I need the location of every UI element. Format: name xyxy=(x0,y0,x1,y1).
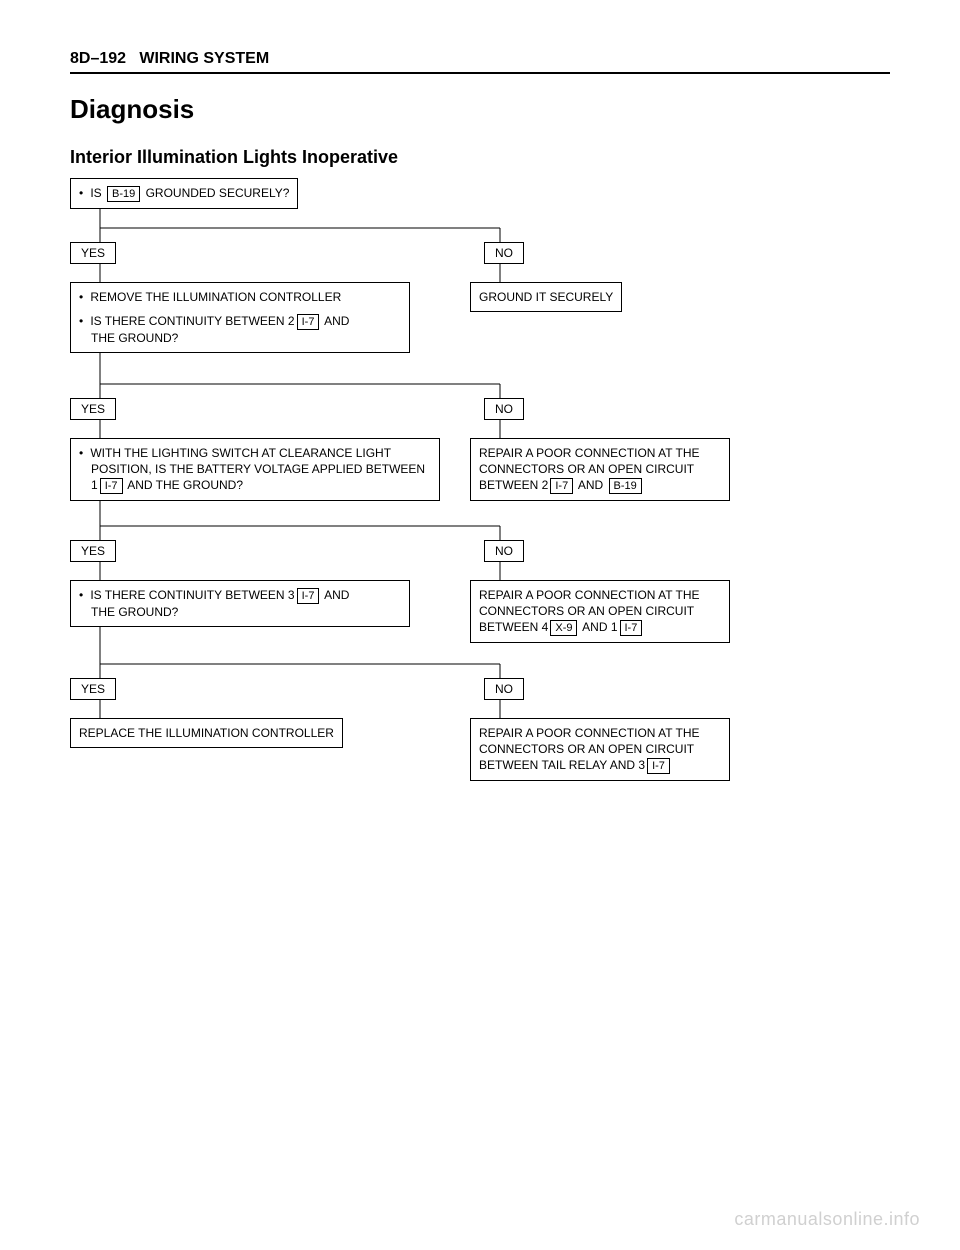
question-1: • IS B-19 GROUNDED SECURELY? xyxy=(70,178,298,209)
ref-b19: B-19 xyxy=(107,186,140,202)
q3-l3-pre: 1 xyxy=(91,478,98,492)
watermark: carmanualsonline.info xyxy=(734,1209,920,1230)
q4-pre: IS THERE CONTINUITY BETWEEN 3 xyxy=(90,588,294,602)
answer-3-no: REPAIR A POOR CONNECTION AT THE CONNECTO… xyxy=(470,580,730,643)
yes-3: YES xyxy=(70,540,116,562)
answer-4-no: REPAIR A POOR CONNECTION AT THE CONNECTO… xyxy=(470,718,730,781)
q2-l3: THE GROUND? xyxy=(79,330,401,346)
q2-l1: REMOVE THE ILLUMINATION CONTROLLER xyxy=(90,290,341,304)
q3-l1: WITH THE LIGHTING SWITCH AT CLEARANCE LI… xyxy=(90,446,391,460)
ref-i7-f: I-7 xyxy=(647,758,670,774)
answer-2-no: REPAIR A POOR CONNECTION AT THE CONNECTO… xyxy=(470,438,730,501)
yes-1: YES xyxy=(70,242,116,264)
q4-l2: THE GROUND? xyxy=(79,604,401,620)
q4-post: AND xyxy=(321,588,349,602)
a3-l3-pre: BETWEEN 4 xyxy=(479,620,548,634)
a3-l2: CONNECTORS OR AN OPEN CIRCUIT xyxy=(479,603,721,619)
a3-l3-mid: AND 1 xyxy=(579,620,617,634)
yes-2: YES xyxy=(70,398,116,420)
q3-l3-post: AND THE GROUND? xyxy=(125,478,243,492)
a4-l1: REPAIR A POOR CONNECTION AT THE xyxy=(479,725,721,741)
page-header: 8D–192 WIRING SYSTEM xyxy=(70,50,890,74)
a2-l2: CONNECTORS OR AN OPEN CIRCUIT xyxy=(479,461,721,477)
question-4: • IS THERE CONTINUITY BETWEEN 3I-7 AND T… xyxy=(70,580,410,627)
ref-x9: X-9 xyxy=(550,620,577,636)
q2-l2-pre: IS THERE CONTINUITY BETWEEN 2 xyxy=(90,314,294,328)
a2-l3-pre: BETWEEN 2 xyxy=(479,478,548,492)
yes-4: YES xyxy=(70,678,116,700)
a4-l2: CONNECTORS OR AN OPEN CIRCUIT xyxy=(479,741,721,757)
page-subtitle: Interior Illumination Lights Inoperative xyxy=(70,147,890,168)
ref-i7-c: I-7 xyxy=(550,478,573,494)
flowchart: • IS B-19 GROUNDED SECURELY? YES NO • RE… xyxy=(70,178,890,878)
no-4: NO xyxy=(484,678,524,700)
answer-4-yes: REPLACE THE ILLUMINATION CONTROLLER xyxy=(70,718,343,748)
a2-l3-mid: AND xyxy=(575,478,606,492)
answer-1-no: GROUND IT SECURELY xyxy=(470,282,622,312)
question-2: • REMOVE THE ILLUMINATION CONTROLLER • I… xyxy=(70,282,410,353)
a3-l1: REPAIR A POOR CONNECTION AT THE xyxy=(479,587,721,603)
q1-text-pre: IS xyxy=(90,186,105,200)
page-title: Diagnosis xyxy=(70,94,890,125)
q3-l2: POSITION, IS THE BATTERY VOLTAGE APPLIED… xyxy=(79,461,431,477)
q2-l2-post: AND xyxy=(321,314,349,328)
a4-l3-pre: BETWEEN TAIL RELAY AND 3 xyxy=(479,758,645,772)
ref-i7-b: I-7 xyxy=(100,478,123,494)
q1-text-post: GROUNDED SECURELY? xyxy=(142,186,289,200)
a2-l1: REPAIR A POOR CONNECTION AT THE xyxy=(479,445,721,461)
ref-b19-b: B-19 xyxy=(609,478,642,494)
ref-i7-a: I-7 xyxy=(297,314,320,330)
no-3: NO xyxy=(484,540,524,562)
question-3: • WITH THE LIGHTING SWITCH AT CLEARANCE … xyxy=(70,438,440,501)
no-1: NO xyxy=(484,242,524,264)
no-2: NO xyxy=(484,398,524,420)
ref-i7-e: I-7 xyxy=(620,620,643,636)
ref-i7-d: I-7 xyxy=(297,588,320,604)
